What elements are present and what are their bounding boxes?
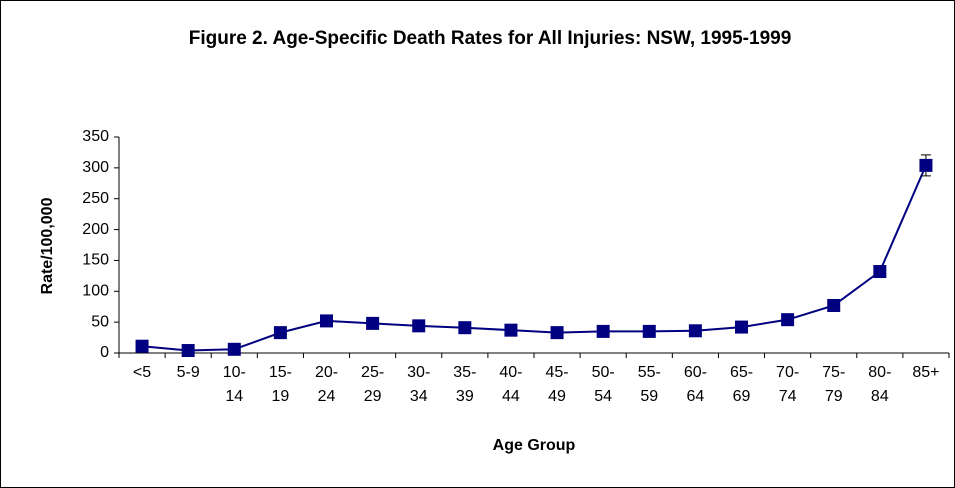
x-tick-label-line: 69: [733, 388, 751, 405]
x-tick-label: 20-24: [315, 364, 338, 405]
marker: [366, 316, 380, 330]
x-tick-label-line: 49: [548, 388, 566, 405]
marker: [919, 158, 933, 172]
x-tick-label: 55-59: [638, 364, 661, 405]
y-tick-label: 250: [82, 190, 109, 207]
x-tick-label-line: 19: [271, 388, 289, 405]
marker: [781, 313, 795, 327]
x-axis-label: Age Group: [493, 437, 576, 454]
x-tick-label-line: 30-: [407, 364, 430, 381]
x-tick-label: 35-39: [453, 364, 476, 405]
x-tick-label-line: 34: [410, 388, 428, 405]
marker: [550, 326, 564, 340]
marker: [273, 326, 287, 340]
x-tick-label: 30-34: [407, 364, 430, 405]
x-tick-label-line: 24: [318, 388, 336, 405]
marker: [735, 320, 748, 334]
x-tick-label: 70-74: [776, 364, 799, 405]
y-tick-label: 300: [82, 159, 109, 176]
x-tick-label-line: 44: [502, 388, 520, 405]
x-tick-label-line: 40-: [499, 364, 522, 381]
x-tick-label: 45-49: [545, 364, 568, 405]
marker: [135, 339, 149, 353]
marker: [412, 319, 426, 333]
x-tick-label-line: 64: [686, 388, 704, 405]
x-tick-label: 80-84: [868, 364, 891, 405]
x-tick-label: 25-29: [361, 364, 384, 405]
x-tick-label: <5: [133, 364, 151, 381]
x-tick-label-line: 70-: [776, 364, 799, 381]
x-tick-label-line: 79: [825, 388, 843, 405]
marker: [504, 323, 518, 337]
y-tick-label: 350: [82, 128, 109, 145]
x-tick-label-line: 10-: [223, 364, 246, 381]
x-tick-label-line: 45-: [545, 364, 568, 381]
marker: [320, 314, 333, 328]
marker: [827, 298, 841, 312]
x-tick-label-line: 15-: [269, 364, 292, 381]
x-tick-label-line: 65-: [730, 364, 753, 381]
marker: [458, 321, 472, 335]
marker: [181, 344, 195, 358]
marker: [642, 324, 656, 338]
x-tick-label-line: 60-: [684, 364, 707, 381]
x-tick-label-line: 54: [594, 388, 612, 405]
y-tick-label: 150: [82, 252, 109, 269]
x-tick-label-line: 5-9: [177, 364, 200, 381]
chart-title: Figure 2. Age-Specific Death Rates for A…: [188, 28, 792, 49]
y-tick-label: 0: [100, 344, 109, 361]
x-tick-label-line: <5: [133, 364, 151, 381]
x-tick-label: 10-14: [223, 364, 246, 405]
data-line: [141, 164, 927, 352]
x-tick-label: 65-69: [730, 364, 753, 405]
x-tick-label: 50-54: [592, 364, 615, 405]
marker: [596, 324, 610, 338]
y-tick-label: 100: [82, 283, 109, 300]
x-tick-label-line: 59: [640, 388, 658, 405]
x-tick-label-line: 74: [779, 388, 797, 405]
x-tick-label-line: 85+: [912, 364, 939, 381]
x-tick-label-line: 20-: [315, 364, 338, 381]
x-tick-label: 85+: [912, 364, 939, 381]
x-tick-label-line: 80-: [868, 364, 891, 381]
x-tick-label: 5-9: [177, 364, 200, 381]
x-tick-label: 15-19: [269, 364, 292, 405]
x-tick-label-line: 75-: [822, 364, 845, 381]
y-axis-label: Rate/100,000: [39, 197, 56, 294]
x-tick-label-line: 29: [364, 388, 382, 405]
x-tick-label-line: 35-: [453, 364, 476, 381]
marker: [227, 342, 241, 356]
x-tick-label: 40-44: [499, 364, 522, 405]
marker: [873, 265, 887, 279]
x-tick-label-line: 50-: [592, 364, 615, 381]
x-tick-label-line: 39: [456, 388, 474, 405]
x-tick-label-line: 55-: [638, 364, 661, 381]
y-tick-label: 50: [91, 313, 109, 330]
x-tick-label: 75-79: [822, 364, 845, 405]
x-tick-label-line: 84: [871, 388, 889, 405]
x-tick-label: 60-64: [684, 364, 707, 405]
x-tick-label-line: 14: [225, 388, 243, 405]
marker: [688, 324, 702, 338]
y-tick-label: 200: [82, 221, 109, 238]
x-tick-label-line: 25-: [361, 364, 384, 381]
